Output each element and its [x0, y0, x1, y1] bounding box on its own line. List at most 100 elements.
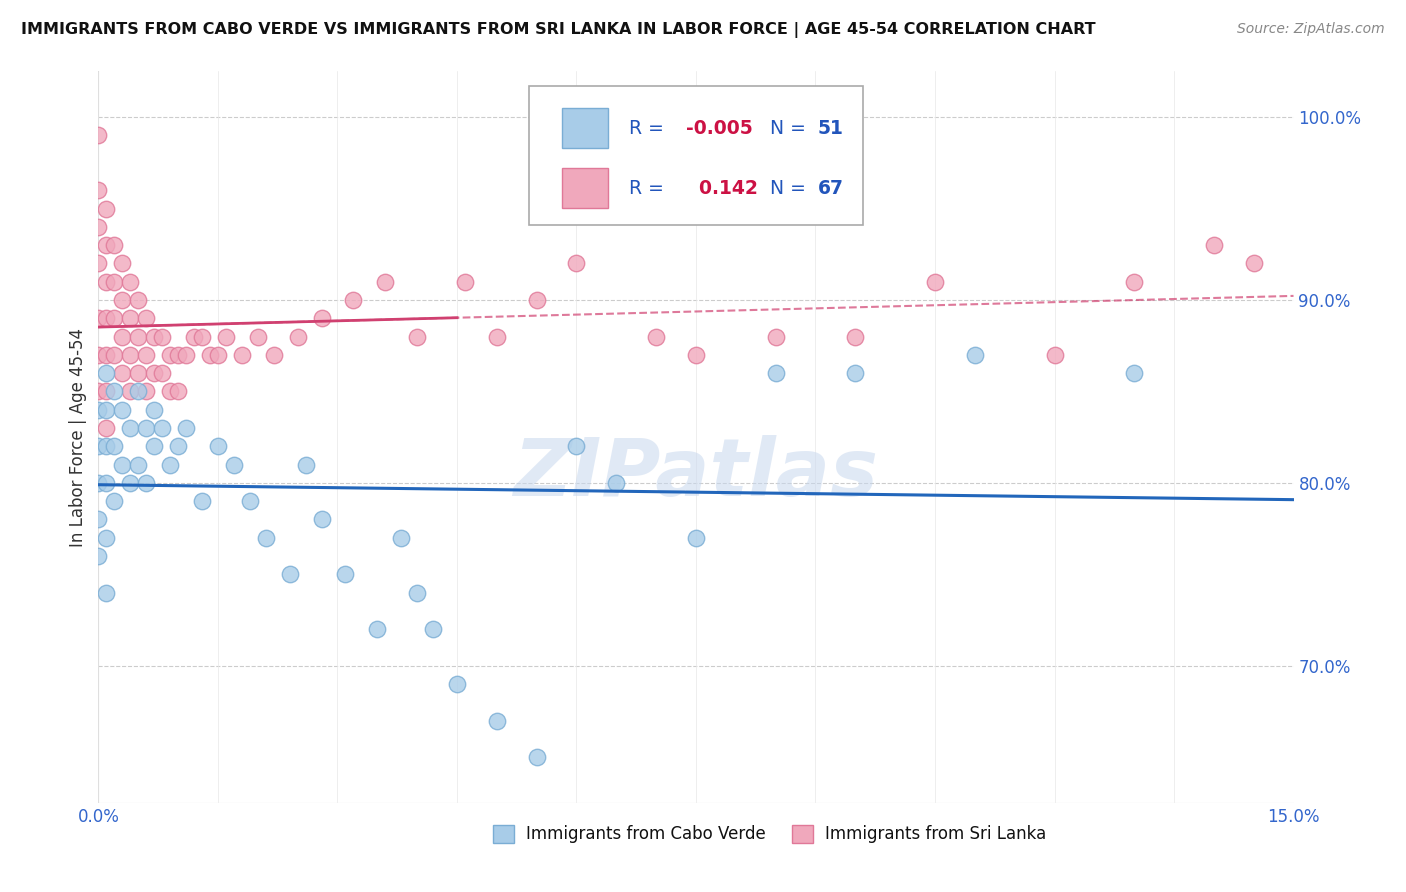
Point	[87, 512, 110, 526]
Point	[174, 348, 197, 362]
Point	[1043, 348, 1066, 362]
Point	[103, 439, 125, 453]
Point	[183, 329, 205, 343]
Point	[135, 384, 157, 399]
Point	[120, 311, 142, 326]
Point	[685, 348, 707, 362]
Text: N =: N =	[770, 178, 811, 197]
Point	[150, 366, 173, 380]
Point	[120, 475, 142, 490]
Point	[406, 329, 429, 343]
Point	[174, 421, 197, 435]
Point	[111, 329, 134, 343]
Text: 51: 51	[818, 119, 844, 137]
Text: Immigrants from Sri Lanka: Immigrants from Sri Lanka	[825, 825, 1046, 843]
Point	[565, 439, 588, 453]
Point	[103, 348, 125, 362]
Point	[96, 202, 118, 216]
Bar	[494, 825, 515, 843]
Point	[342, 293, 364, 307]
Point	[127, 329, 149, 343]
Point	[231, 348, 253, 362]
Point	[159, 348, 181, 362]
Point	[143, 329, 166, 343]
Point	[254, 531, 277, 545]
Point	[111, 366, 134, 380]
Point	[526, 293, 548, 307]
Bar	[792, 825, 813, 843]
Bar	[562, 168, 607, 208]
Point	[294, 458, 316, 472]
Point	[246, 329, 269, 343]
Point	[167, 348, 190, 362]
Point	[127, 293, 149, 307]
Point	[605, 475, 627, 490]
Text: ZIPatlas: ZIPatlas	[513, 434, 879, 513]
Point	[159, 384, 181, 399]
Point	[127, 458, 149, 472]
Text: R =: R =	[628, 178, 669, 197]
Point	[135, 311, 157, 326]
Point	[150, 329, 173, 343]
Point	[335, 567, 357, 582]
Point	[167, 384, 190, 399]
Point	[96, 421, 118, 435]
Point	[765, 329, 787, 343]
Point	[120, 384, 142, 399]
Point	[389, 531, 412, 545]
Point	[96, 384, 118, 399]
Point	[454, 275, 477, 289]
Point	[87, 439, 110, 453]
Point	[239, 494, 262, 508]
Point	[96, 439, 118, 453]
Point	[685, 531, 707, 545]
Point	[87, 183, 110, 197]
Point	[87, 384, 110, 399]
Point	[120, 348, 142, 362]
Point	[96, 531, 118, 545]
Point	[924, 275, 946, 289]
Point	[143, 366, 166, 380]
Point	[127, 366, 149, 380]
Point	[96, 402, 118, 417]
Point	[645, 329, 668, 343]
Point	[120, 421, 142, 435]
Point	[143, 402, 166, 417]
Point	[287, 329, 309, 343]
Point	[191, 494, 214, 508]
Point	[111, 256, 134, 270]
Point	[446, 677, 468, 691]
Point	[222, 458, 245, 472]
Point	[167, 439, 190, 453]
Text: N =: N =	[770, 119, 811, 137]
Point	[485, 714, 508, 728]
Point	[87, 311, 110, 326]
Point	[191, 329, 214, 343]
Point	[150, 421, 173, 435]
Point	[207, 439, 229, 453]
Point	[96, 475, 118, 490]
Point	[111, 402, 134, 417]
Point	[111, 458, 134, 472]
Point	[135, 475, 157, 490]
Point	[135, 421, 157, 435]
Point	[111, 293, 134, 307]
Point	[406, 585, 429, 599]
Point	[127, 384, 149, 399]
Text: Source: ZipAtlas.com: Source: ZipAtlas.com	[1237, 22, 1385, 37]
Point	[103, 275, 125, 289]
FancyBboxPatch shape	[529, 86, 863, 225]
Point	[96, 348, 118, 362]
Point	[120, 275, 142, 289]
Point	[87, 128, 110, 143]
Point	[263, 348, 285, 362]
Point	[565, 256, 588, 270]
Point	[311, 311, 333, 326]
Point	[366, 622, 388, 636]
Y-axis label: In Labor Force | Age 45-54: In Labor Force | Age 45-54	[69, 327, 87, 547]
Point	[278, 567, 301, 582]
Point	[87, 348, 110, 362]
Point	[422, 622, 444, 636]
Point	[87, 256, 110, 270]
Point	[1243, 256, 1265, 270]
